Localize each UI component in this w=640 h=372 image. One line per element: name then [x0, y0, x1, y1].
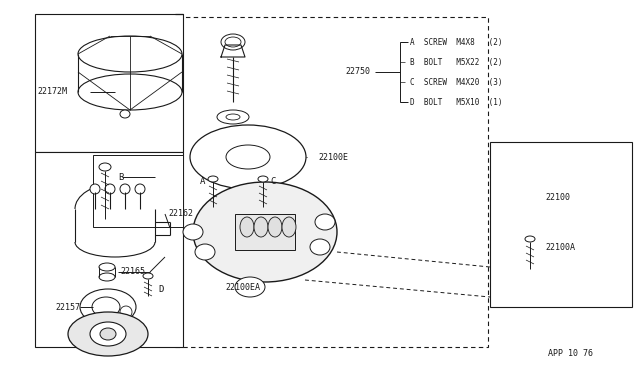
- Ellipse shape: [100, 328, 116, 340]
- Text: 22100A: 22100A: [545, 243, 575, 251]
- Ellipse shape: [135, 184, 145, 194]
- Ellipse shape: [90, 322, 126, 346]
- Ellipse shape: [195, 244, 215, 260]
- Text: 22750: 22750: [345, 67, 370, 77]
- Bar: [175, 17, 488, 347]
- Ellipse shape: [193, 182, 337, 282]
- Ellipse shape: [221, 34, 245, 50]
- Ellipse shape: [120, 184, 130, 194]
- Text: B  BOLT   M5X22  (2): B BOLT M5X22 (2): [410, 58, 502, 67]
- Text: B: B: [118, 173, 124, 182]
- Ellipse shape: [208, 176, 218, 182]
- Text: 22165: 22165: [120, 267, 145, 276]
- Bar: [35, 152, 183, 347]
- Text: 22100E: 22100E: [318, 153, 348, 161]
- Text: A  SCREW  M4X8   (2): A SCREW M4X8 (2): [410, 38, 502, 46]
- Text: 22100EA: 22100EA: [225, 282, 260, 292]
- Ellipse shape: [183, 224, 203, 240]
- Ellipse shape: [120, 110, 130, 118]
- Bar: [35, 14, 183, 152]
- Ellipse shape: [68, 312, 148, 356]
- Ellipse shape: [105, 184, 115, 194]
- Ellipse shape: [235, 277, 265, 297]
- Ellipse shape: [92, 297, 120, 317]
- Ellipse shape: [190, 125, 306, 189]
- Polygon shape: [221, 45, 245, 57]
- Ellipse shape: [99, 163, 111, 171]
- Ellipse shape: [258, 176, 268, 182]
- Ellipse shape: [99, 263, 115, 271]
- Ellipse shape: [217, 110, 249, 124]
- Ellipse shape: [120, 306, 132, 318]
- Text: A: A: [200, 177, 205, 186]
- Bar: [93, 155, 183, 227]
- Ellipse shape: [226, 145, 270, 169]
- Ellipse shape: [310, 239, 330, 255]
- Text: 22162: 22162: [168, 209, 193, 218]
- Ellipse shape: [78, 36, 182, 72]
- Ellipse shape: [268, 217, 282, 237]
- Bar: [235, 214, 295, 250]
- Text: C: C: [270, 177, 275, 186]
- Ellipse shape: [99, 273, 115, 281]
- Text: C  SCREW  M4X20  (3): C SCREW M4X20 (3): [410, 77, 502, 87]
- Ellipse shape: [80, 289, 136, 325]
- Ellipse shape: [525, 236, 535, 242]
- Text: 22157: 22157: [55, 302, 80, 311]
- Text: D: D: [158, 285, 163, 295]
- Ellipse shape: [240, 217, 254, 237]
- Text: D  BOLT   M5X10  (1): D BOLT M5X10 (1): [410, 97, 502, 106]
- Ellipse shape: [143, 273, 153, 279]
- Text: APP 10 76: APP 10 76: [548, 350, 593, 359]
- Ellipse shape: [226, 114, 240, 120]
- Ellipse shape: [282, 217, 296, 237]
- Ellipse shape: [315, 214, 335, 230]
- Text: 22100: 22100: [545, 192, 570, 202]
- Ellipse shape: [225, 37, 241, 47]
- Ellipse shape: [254, 217, 268, 237]
- Bar: [490, 142, 632, 307]
- Ellipse shape: [90, 184, 100, 194]
- Ellipse shape: [78, 74, 182, 110]
- Text: 22172M: 22172M: [37, 87, 67, 96]
